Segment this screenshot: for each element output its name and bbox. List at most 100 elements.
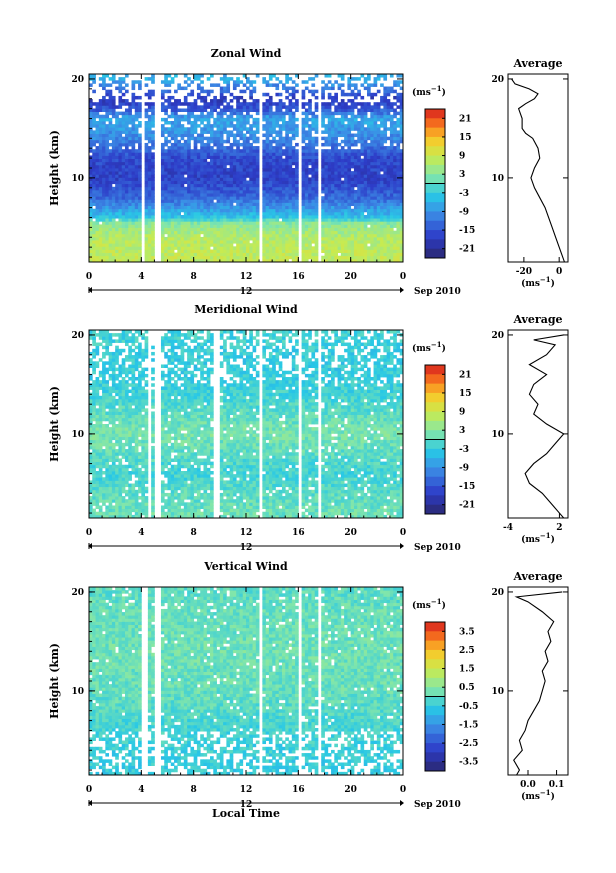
- heatmap-cell: [174, 130, 178, 134]
- heatmap-cell: [115, 168, 119, 172]
- heatmap-cell: [268, 199, 273, 203]
- heatmap-cell: [89, 514, 93, 519]
- heatmap-cell: [311, 117, 316, 122]
- heatmap-cell: [128, 168, 132, 172]
- heatmap-cell: [275, 208, 280, 213]
- heatmap-cell: [291, 202, 296, 206]
- heatmap-cell: [353, 215, 358, 219]
- heatmap-cell: [308, 108, 312, 112]
- heatmap-cell: [327, 186, 332, 191]
- heatmap-cell: [124, 508, 129, 513]
- heatmap-cell: [272, 83, 276, 87]
- heatmap-cell: [200, 221, 204, 225]
- heatmap-cell: [170, 246, 175, 250]
- heatmap-cell: [200, 240, 204, 244]
- heatmap-cell: [111, 133, 116, 138]
- heatmap-cell: [236, 127, 240, 131]
- heatmap-cell: [376, 130, 381, 134]
- heatmap-cell: [308, 240, 312, 244]
- heatmap-cell: [167, 99, 172, 103]
- heatmap-cell: [196, 215, 201, 219]
- heatmap-cell: [98, 105, 103, 109]
- heatmap-cell: [353, 77, 358, 81]
- heatmap-cell: [337, 180, 342, 185]
- heatmap-cell: [288, 117, 293, 122]
- colorbar-step: [425, 248, 445, 259]
- heatmap-cell: [160, 236, 165, 241]
- heatmap-cell: [160, 174, 165, 178]
- heatmap-cell: [105, 136, 110, 141]
- heatmap-cell: [95, 102, 100, 106]
- heatmap-cell: [174, 224, 178, 228]
- heatmap-cell: [134, 117, 139, 122]
- heatmap-cell: [174, 215, 178, 219]
- heatmap-cell: [353, 193, 358, 197]
- heatmap-cell: [124, 186, 129, 191]
- heatmap-cell: [321, 218, 325, 222]
- heatmap-cell: [327, 230, 332, 235]
- heatmap-cell: [89, 124, 93, 128]
- heatmap-cell: [174, 211, 178, 216]
- heatmap-cell: [389, 74, 394, 78]
- heatmap-cell: [102, 117, 106, 122]
- heatmap-cell: [183, 99, 188, 103]
- heatmap-cell: [92, 249, 96, 253]
- heatmap-cell: [219, 155, 224, 159]
- heatmap-cell: [337, 171, 342, 175]
- heatmap-cell: [376, 258, 381, 263]
- heatmap-cell: [200, 136, 204, 141]
- heatmap-cell: [121, 243, 126, 247]
- heatmap-cell: [246, 246, 250, 250]
- heatmap-cell: [229, 177, 234, 181]
- heatmap-cell: [151, 208, 155, 213]
- heatmap-cell: [340, 139, 345, 144]
- heatmap-cell: [252, 252, 257, 257]
- heatmap-cell: [128, 105, 132, 109]
- heatmap-cell: [347, 155, 352, 159]
- heatmap-cell: [232, 221, 237, 225]
- heatmap-cell: [242, 246, 247, 250]
- heatmap-cell: [314, 161, 319, 166]
- heatmap-cell: [383, 246, 388, 250]
- heatmap-cell: [314, 164, 319, 169]
- heatmap-cell: [98, 227, 103, 232]
- heatmap-cell: [281, 230, 286, 235]
- heatmap-cell: [337, 158, 342, 163]
- heatmap-cell: [105, 108, 110, 112]
- heatmap-cell: [105, 149, 110, 153]
- heatmap-cell: [102, 221, 106, 225]
- heatmap-cell: [396, 514, 401, 519]
- heatmap-cell: [288, 215, 293, 219]
- heatmap-cell: [350, 236, 355, 241]
- heatmap-cell: [128, 174, 132, 178]
- heatmap-cell: [174, 205, 178, 210]
- heatmap-cell: [193, 233, 198, 238]
- heatmap-cell: [236, 514, 240, 519]
- heatmap-cell: [115, 511, 119, 516]
- heatmap-cell: [291, 127, 296, 131]
- heatmap-cell: [324, 196, 329, 200]
- heatmap-cell: [389, 230, 394, 235]
- heatmap-cell: [301, 180, 306, 185]
- heatmap-cell: [232, 127, 237, 131]
- heatmap-cell: [170, 230, 175, 235]
- heatmap-cell: [373, 186, 378, 191]
- heatmap-cell: [206, 105, 211, 109]
- heatmap-cell: [334, 208, 338, 213]
- heatmap-cell: [347, 186, 352, 191]
- heatmap-cell: [229, 183, 234, 188]
- heatmap-cell: [174, 202, 178, 206]
- heatmap-cell: [128, 255, 132, 260]
- heatmap-cell: [144, 133, 149, 138]
- heatmap-cell: [281, 142, 286, 147]
- heatmap-cell: [213, 236, 217, 241]
- heatmap-cell: [147, 136, 152, 141]
- heatmap-cell: [131, 149, 136, 153]
- heatmap-cell: [360, 142, 365, 147]
- heatmap-cell: [370, 186, 374, 191]
- heatmap-cell: [229, 149, 234, 153]
- heatmap-cell: [304, 149, 309, 153]
- heatmap-cell: [193, 240, 198, 244]
- heatmap-cell: [285, 127, 289, 131]
